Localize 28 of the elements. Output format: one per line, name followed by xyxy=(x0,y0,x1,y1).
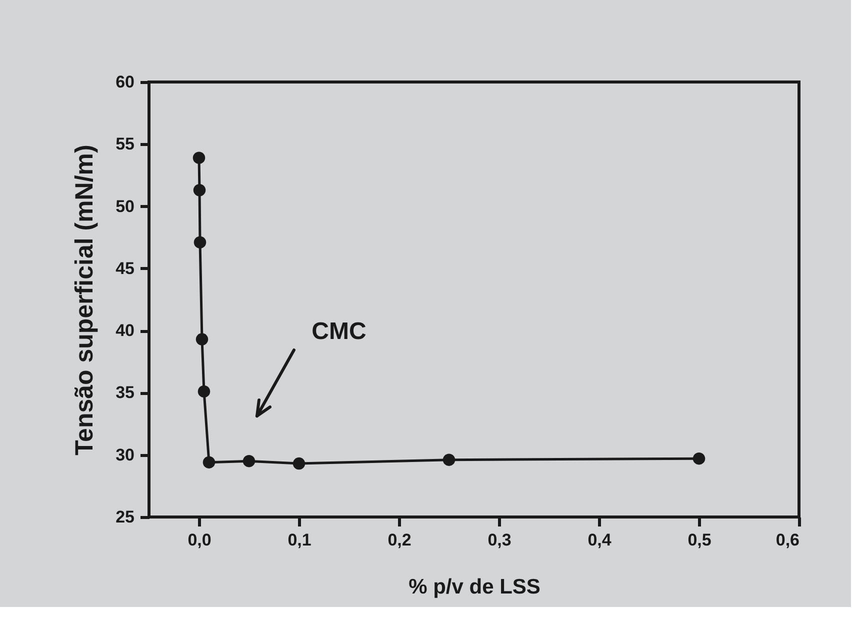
x-tick-label: 0,1 xyxy=(288,530,312,550)
y-tick-label: 35 xyxy=(116,383,134,402)
x-tick-label: 0,5 xyxy=(688,530,712,550)
annotation: CMC xyxy=(312,318,366,345)
y-tick-label: 45 xyxy=(116,258,134,278)
point xyxy=(193,184,206,196)
x-tick-label: 0,0 xyxy=(188,530,212,550)
point xyxy=(194,236,206,248)
point xyxy=(442,454,456,466)
y-tick-label: 55 xyxy=(116,134,134,154)
y-tick-label: 40 xyxy=(116,321,134,340)
y-tick-label: 50 xyxy=(116,196,134,216)
x-tick-label: 0,2 xyxy=(388,530,412,550)
y-tick-label: 25 xyxy=(116,508,134,526)
y-axis-title: Tensão superficial (mN/m) xyxy=(70,144,99,456)
point xyxy=(192,152,206,164)
x-tick-label: 0,3 xyxy=(488,530,512,550)
x-tick-label: 0,4 xyxy=(588,530,612,550)
x-axis-title: % p/v de LSS xyxy=(408,576,540,598)
point xyxy=(202,456,216,468)
point xyxy=(692,452,706,465)
point xyxy=(198,385,210,398)
x-tick-label: 0,6 xyxy=(776,530,800,550)
point xyxy=(242,454,256,468)
y-tick-label: 30 xyxy=(116,445,134,464)
point xyxy=(196,333,208,346)
point xyxy=(292,457,306,470)
y-tick-label: 60 xyxy=(116,72,134,92)
